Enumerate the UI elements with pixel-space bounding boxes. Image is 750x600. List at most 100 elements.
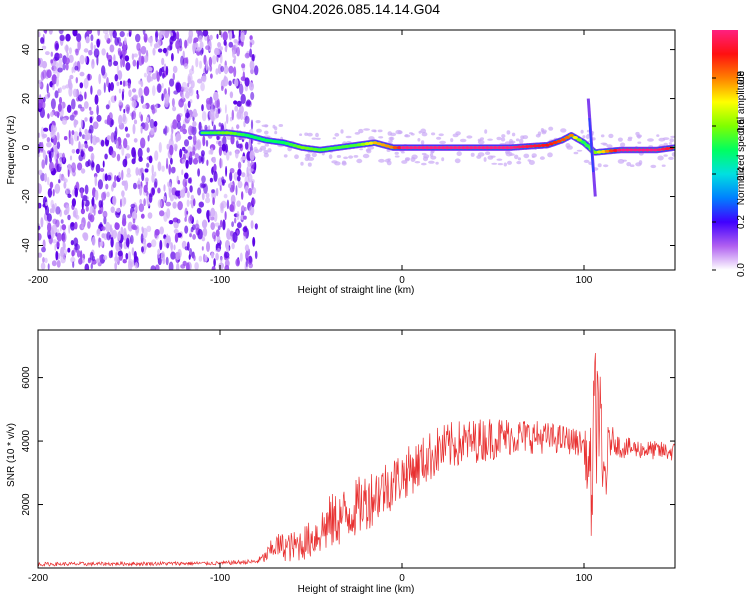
noise-blob <box>59 224 62 232</box>
noise-blob <box>38 225 41 230</box>
ridge-core-dot <box>252 135 258 139</box>
noise-blob <box>120 57 123 68</box>
noise-blob <box>210 216 215 221</box>
noise-blob <box>75 77 79 84</box>
faint-blob <box>517 157 522 161</box>
faint-blob <box>254 149 260 154</box>
ridge-core-dot <box>524 144 530 149</box>
noise-blob <box>157 248 161 256</box>
noise-blob <box>61 85 67 90</box>
faint-blob <box>394 155 400 158</box>
noise-blob <box>232 49 235 58</box>
noise-blob <box>71 98 76 110</box>
noise-blob <box>54 183 61 194</box>
noise-blob <box>45 201 48 207</box>
noise-blob <box>118 230 121 241</box>
noise-blob <box>72 88 78 98</box>
faint-blob <box>283 154 288 158</box>
noise-blob <box>171 98 175 107</box>
noise-blob <box>220 256 223 265</box>
noise-blob <box>244 141 249 150</box>
ridge-core-dot <box>628 148 634 152</box>
noise-blob <box>213 258 216 267</box>
noise-blob <box>211 266 216 270</box>
ridge-core-dot <box>292 144 298 148</box>
ridge-core-dot <box>540 143 546 147</box>
faint-blob <box>500 137 506 142</box>
noise-blob <box>81 198 84 210</box>
noise-blob <box>194 153 200 160</box>
noise-blob <box>220 219 223 228</box>
noise-blob <box>198 201 204 208</box>
noise-blob <box>84 117 88 122</box>
noise-blob <box>159 210 165 217</box>
ridge-core-dot <box>260 137 266 142</box>
noise-blob <box>39 94 42 101</box>
faint-blob <box>583 159 590 163</box>
noise-blob <box>42 257 45 263</box>
ridge-core-dot <box>464 146 470 150</box>
faint-blob <box>510 140 516 144</box>
noise-blob <box>201 73 207 83</box>
ridge-core-dot <box>608 149 614 153</box>
faint-blob <box>560 128 567 133</box>
noise-blob <box>249 150 255 161</box>
noise-blob <box>105 183 109 190</box>
noise-blob <box>61 224 67 231</box>
noise-blob <box>90 152 95 161</box>
faint-blob <box>421 162 427 166</box>
noise-blob <box>250 179 255 184</box>
noise-blob <box>67 193 72 198</box>
noise-blob <box>237 175 241 182</box>
noise-blob <box>196 30 201 35</box>
noise-blob <box>142 227 148 239</box>
noise-blob <box>44 257 48 264</box>
noise-blob <box>54 243 57 251</box>
noise-blob <box>170 35 175 41</box>
faint-blob <box>328 154 333 160</box>
faint-blob <box>622 159 627 162</box>
noise-blob <box>254 223 258 230</box>
faint-blob <box>354 132 360 135</box>
faint-blob <box>671 152 675 157</box>
ridge-core-dot <box>476 146 482 150</box>
noise-blob <box>216 135 220 141</box>
noise-blob <box>38 252 43 258</box>
noise-blob <box>182 178 188 188</box>
noise-blob <box>185 91 190 99</box>
noise-blob <box>174 233 179 243</box>
noise-blob <box>132 59 137 67</box>
chart-title: GN04.2026.085.14.14.G04 <box>272 1 440 17</box>
ridge-core-dot <box>552 140 558 145</box>
x-tick-label: 0 <box>399 573 405 584</box>
noise-blob <box>84 55 88 64</box>
snr-x-label: Height of straight line (km) <box>298 584 415 595</box>
noise-blob <box>193 255 196 261</box>
noise-blob <box>187 35 193 44</box>
noise-blob <box>66 104 72 114</box>
noise-blob <box>132 123 136 135</box>
noise-blob <box>215 243 218 251</box>
noise-blob <box>68 47 72 55</box>
noise-blob <box>124 55 130 62</box>
colorbar-gradient <box>712 30 738 270</box>
faint-blob <box>274 130 278 135</box>
faint-blob <box>362 153 370 159</box>
noise-blob <box>116 64 119 75</box>
faint-blob <box>505 150 511 155</box>
noise-blob <box>151 104 156 115</box>
noise-blob <box>50 51 53 57</box>
ridge-core-dot <box>472 146 478 150</box>
noise-blob <box>94 175 98 187</box>
noise-blob <box>72 210 77 218</box>
noise-blob <box>173 244 176 251</box>
ridge-core-dot <box>300 146 306 150</box>
ridge-core-dot <box>584 144 590 148</box>
ridge-core-dot <box>296 145 302 149</box>
noise-blob <box>134 262 139 269</box>
noise-blob <box>247 187 253 196</box>
faint-blob <box>395 129 402 135</box>
noise-blob <box>51 230 55 239</box>
noise-blob <box>215 68 219 75</box>
noise-blob <box>120 226 124 235</box>
